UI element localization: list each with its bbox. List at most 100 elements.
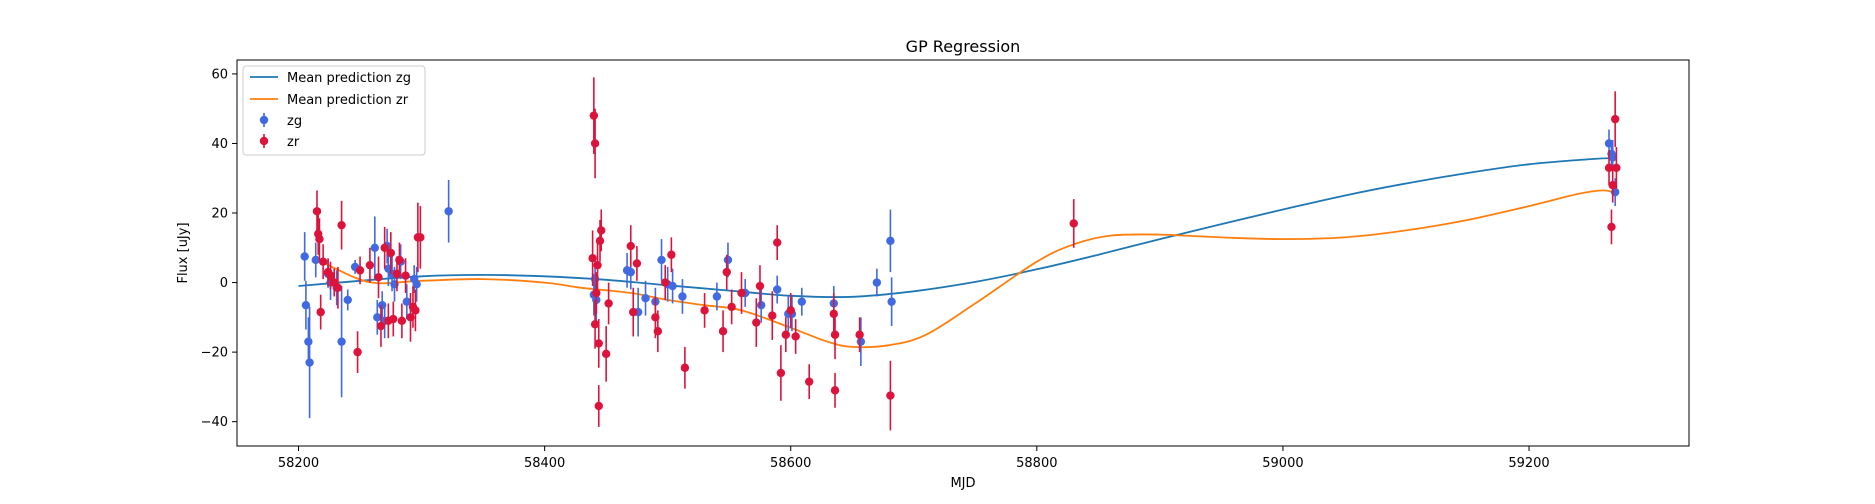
series-zr: [312, 77, 1621, 431]
data-point-zr: [653, 327, 663, 336]
data-point-zr: [597, 226, 606, 235]
legend-marker-swatch: [259, 115, 269, 125]
data-point-zg: [668, 281, 677, 291]
data-point-zr: [389, 314, 398, 324]
data-point-zr: [830, 330, 840, 339]
data-point-zr: [386, 248, 396, 258]
data-point-zg: [402, 297, 412, 306]
data-point-zg: [772, 285, 782, 294]
data-point-zr: [752, 318, 761, 327]
legend-item: zg: [259, 113, 302, 129]
data-point-zr: [593, 260, 602, 270]
legend-label: zr: [287, 135, 300, 150]
data-point-zr: [786, 306, 795, 315]
data-point-zr: [830, 386, 840, 395]
data-point-zr: [680, 363, 690, 372]
data-point-zg: [304, 337, 313, 346]
plot-area: [298, 77, 1621, 431]
data-point-zg: [301, 300, 311, 310]
data-point-zg: [300, 252, 309, 261]
data-point-zr: [353, 347, 362, 357]
axes: 58200 58400 58600 58800 59000 59200 −40 −20 0 20 4…: [201, 67, 1550, 471]
y-tick-label: 40: [211, 137, 228, 152]
data-point-zr: [1069, 219, 1078, 228]
data-point-zr: [411, 306, 420, 315]
legend-item: Mean prediction zg: [250, 71, 411, 86]
data-point-zr: [374, 273, 383, 282]
data-point-zr: [397, 316, 407, 326]
data-point-zg: [872, 278, 882, 287]
legend-label: Mean prediction zg: [287, 71, 411, 86]
plot-frame: [236, 59, 1690, 447]
data-point-zr: [594, 401, 603, 411]
data-point-zr: [804, 377, 814, 386]
data-point-zg: [723, 255, 733, 265]
data-point-zr: [416, 233, 425, 242]
data-point-zg: [678, 292, 687, 301]
x-tick-label: 58400: [524, 456, 565, 471]
data-point-zr: [768, 311, 777, 320]
data-point-zr: [661, 278, 670, 287]
data-point-zg: [373, 313, 382, 322]
chart-title: GP Regression: [906, 37, 1021, 56]
data-point-zr: [326, 271, 335, 280]
x-tick-label: 58600: [770, 456, 811, 471]
x-tick-label: 59200: [1508, 456, 1549, 471]
data-point-zr: [776, 368, 786, 378]
legend-box: [242, 65, 426, 156]
data-point-zr: [737, 288, 746, 298]
data-point-zr: [1612, 163, 1621, 173]
series-zg: [300, 129, 1620, 419]
data-point-zr: [376, 321, 386, 331]
data-point-zr: [312, 207, 322, 216]
data-point-zr: [667, 250, 676, 259]
y-tick-label: 20: [211, 207, 228, 222]
data-point-zr: [333, 283, 343, 292]
mean-prediction-line-zg: [298, 157, 1616, 299]
data-point-zr: [318, 257, 328, 266]
data-point-zr: [1607, 222, 1616, 232]
data-point-zr: [629, 307, 638, 317]
data-point-zr: [700, 306, 709, 315]
data-point-zg: [311, 255, 320, 265]
legend-label: zg: [287, 114, 302, 129]
data-point-zg: [756, 300, 766, 310]
data-point-zr: [1608, 180, 1617, 190]
data-point-zr: [791, 332, 800, 341]
data-point-zg: [412, 280, 421, 289]
data-point-zr: [781, 330, 791, 339]
data-point-zg: [626, 267, 635, 277]
data-point-zg: [343, 295, 352, 305]
data-point-zr: [722, 267, 731, 277]
data-point-zg: [305, 358, 314, 367]
data-point-zg: [641, 294, 650, 303]
x-tick-label: 59000: [1262, 456, 1303, 471]
data-point-zr: [886, 391, 895, 400]
x-axis-label: MJD: [950, 476, 975, 491]
data-point-zr: [626, 241, 635, 251]
data-point-zg: [1608, 153, 1617, 162]
data-point-zr: [590, 320, 600, 329]
data-point-zr: [592, 288, 601, 298]
legend-label: Mean prediction zr: [287, 93, 409, 108]
data-point-zg: [370, 243, 380, 252]
data-point-zr: [380, 243, 389, 252]
data-point-zg: [797, 297, 807, 306]
data-point-zr: [401, 271, 410, 280]
data-point-zr: [594, 339, 603, 348]
data-point-zr: [589, 111, 599, 120]
data-point-zg: [887, 297, 896, 306]
data-point-zr: [337, 220, 346, 230]
y-axis-label: Flux [uJy]: [176, 222, 191, 283]
data-point-zg: [712, 292, 722, 301]
data-point-zr: [395, 255, 404, 265]
data-point-zg: [337, 337, 346, 346]
legend: Mean prediction zg Mean prediction zr zg zr: [242, 65, 426, 156]
data-point-zr: [855, 330, 864, 339]
data-point-zg: [886, 236, 895, 246]
data-point-zr: [718, 327, 728, 336]
legend-marker-swatch: [259, 136, 269, 146]
data-point-zr: [755, 281, 765, 291]
